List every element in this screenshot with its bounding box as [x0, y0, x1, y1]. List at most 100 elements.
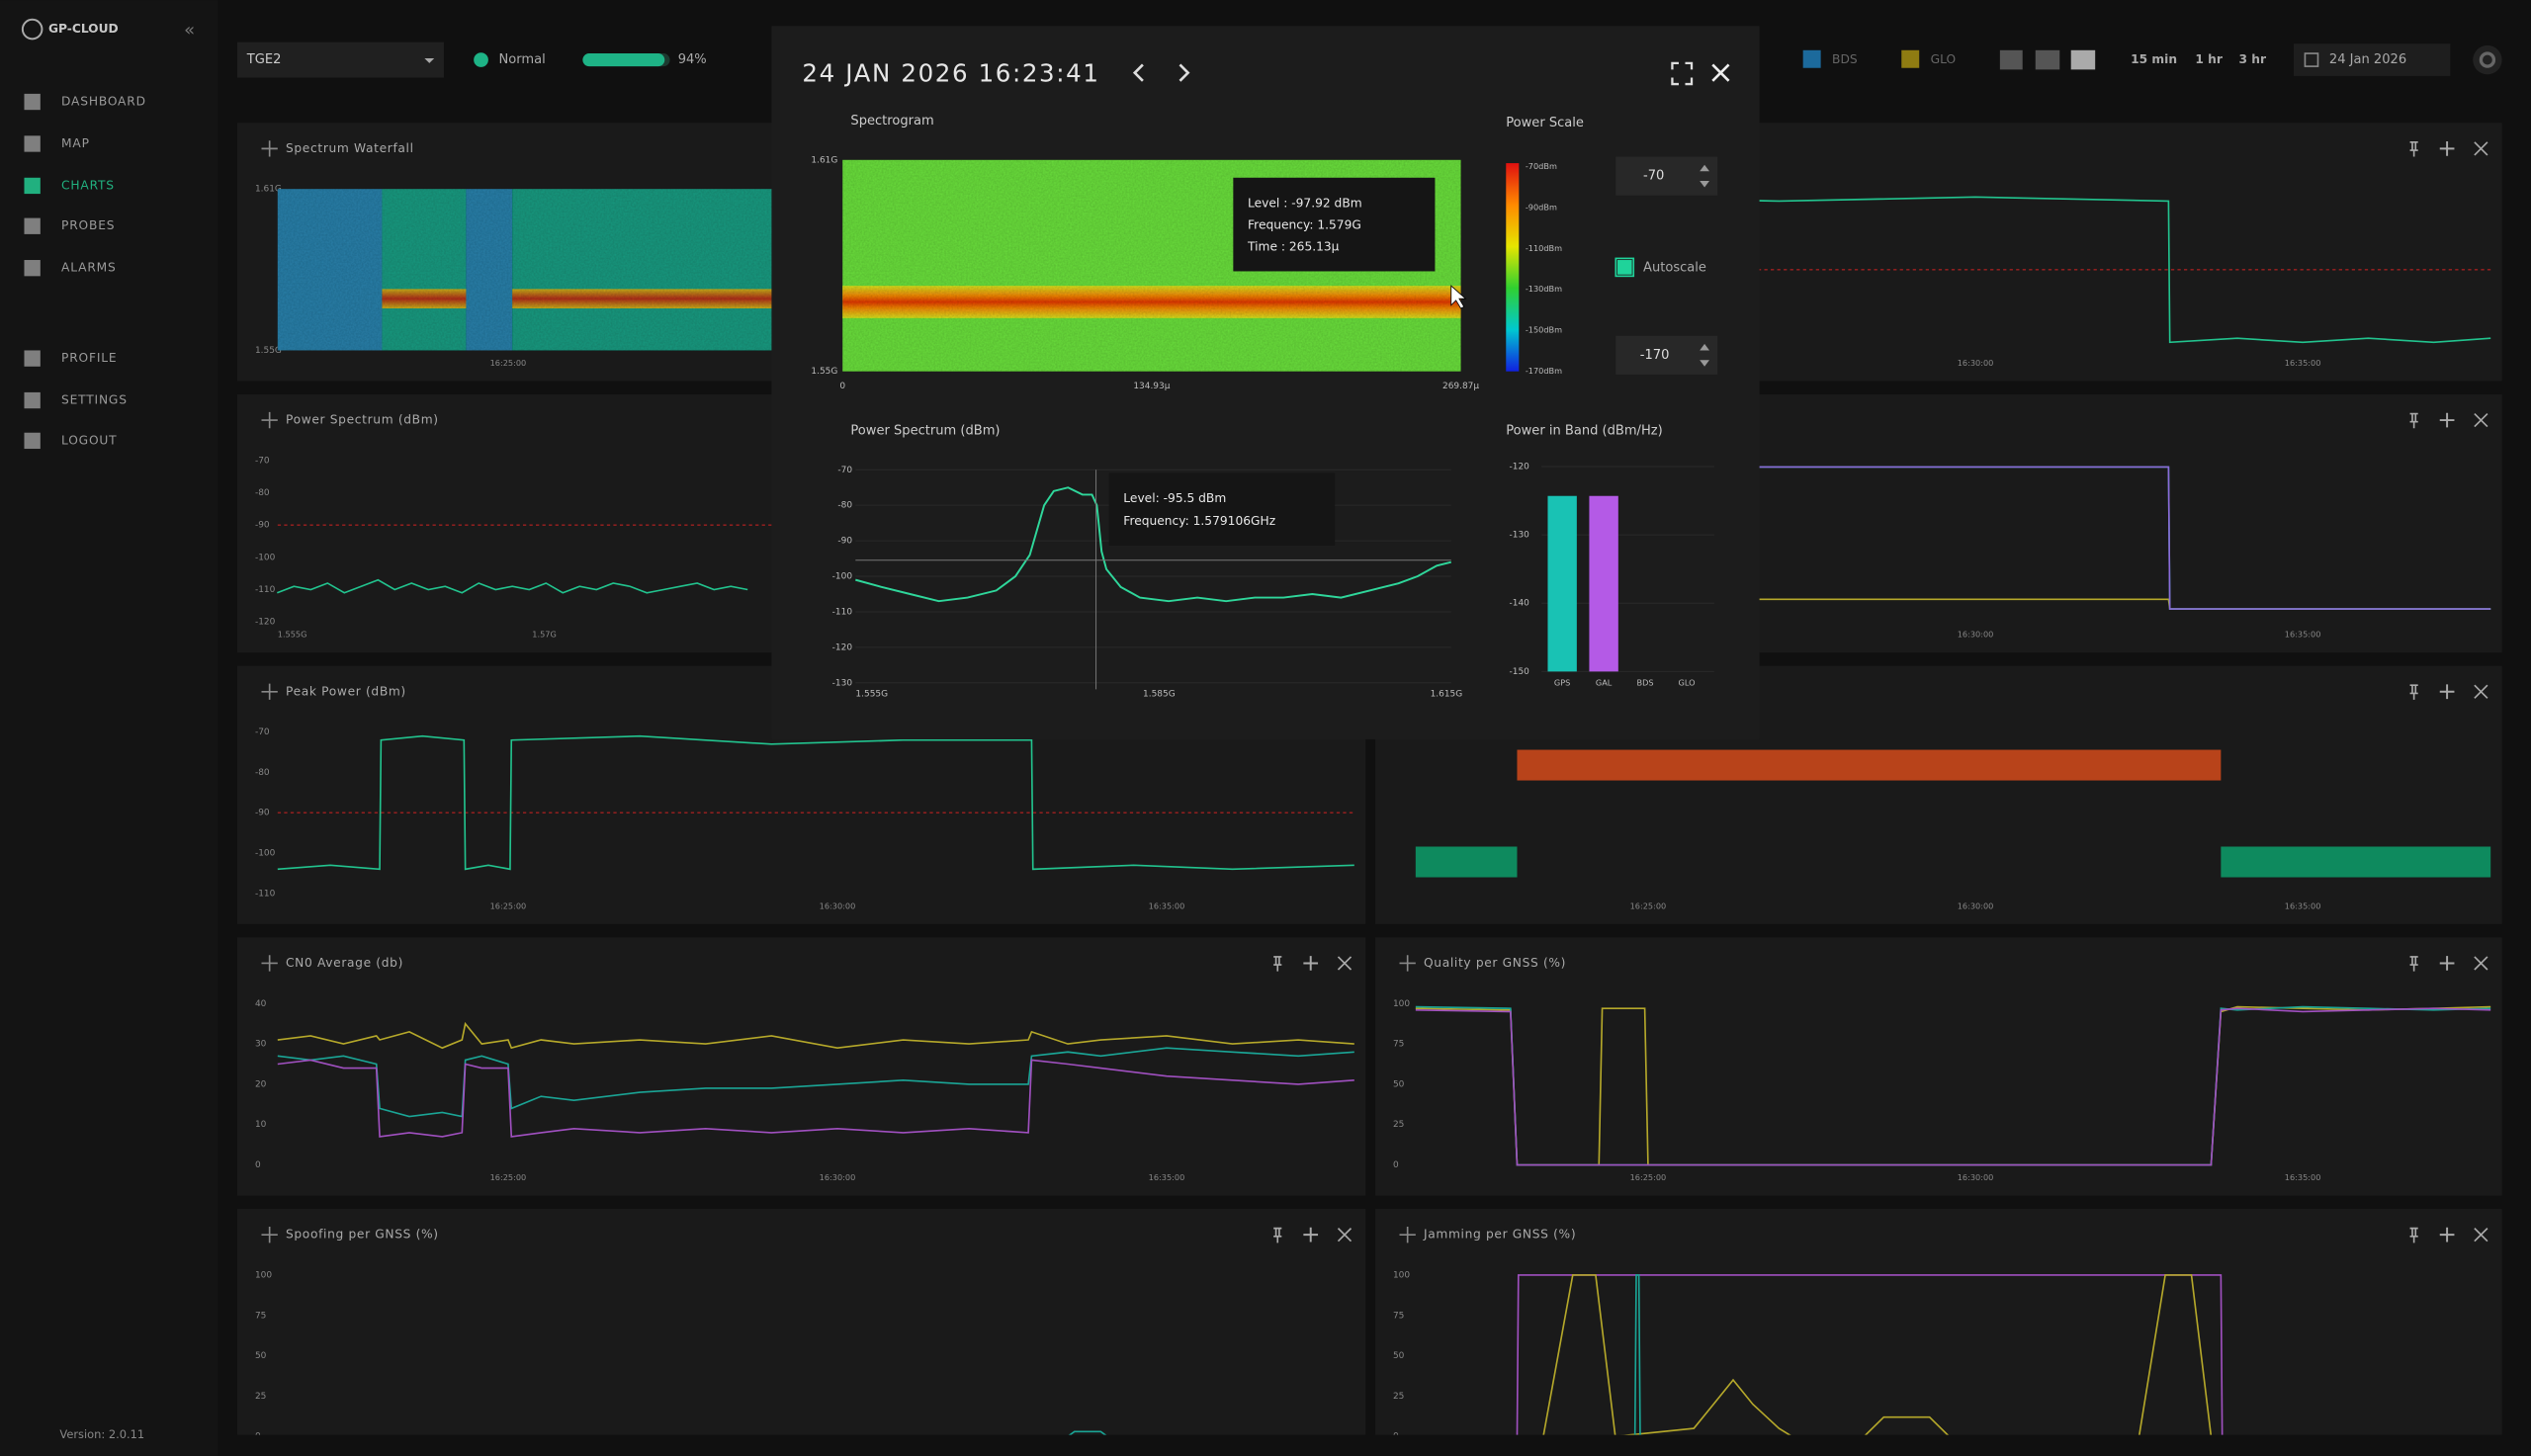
y-tick-label: 25	[1393, 1392, 1404, 1402]
drag-handle[interactable]	[261, 955, 278, 972]
y-tick-label: -100	[255, 849, 276, 859]
series-line	[277, 734, 1354, 871]
spectrogram-band	[842, 286, 1461, 318]
legend-label[interactable]: BDS	[1832, 52, 1858, 66]
min-input[interactable]	[1615, 335, 1718, 375]
crosshair	[855, 470, 1451, 690]
nav-item[interactable]: ALARMS	[61, 261, 117, 275]
panel-title: Spoofing per GNSS (%)	[286, 1228, 439, 1242]
level-label: 94%	[678, 52, 707, 67]
autoscale-check	[1616, 260, 1632, 275]
remove-button[interactable]	[2474, 412, 2488, 428]
pin-button[interactable]	[2409, 684, 2418, 700]
nav-item[interactable]: DASHBOARD	[61, 95, 146, 109]
remove-button[interactable]	[2474, 956, 2488, 971]
drag-handle[interactable]	[261, 683, 278, 700]
x-tick-label: 1.555G	[855, 690, 888, 700]
remove-button[interactable]	[2474, 141, 2488, 156]
panel: Spoofing per GNSS (%) 0 25 50 75 100	[237, 1209, 1366, 1435]
view-icons[interactable]	[1999, 49, 2096, 70]
y-tick-label: 75	[1393, 1040, 1404, 1050]
x-tick-label: GPS	[1554, 677, 1570, 687]
waterfall-band	[382, 289, 467, 309]
nav-item[interactable]: LOGOUT	[61, 433, 117, 447]
settings-button[interactable]	[2473, 44, 2502, 75]
scale-label: -150dBm	[1526, 325, 1562, 335]
y-tick-label: -80	[255, 488, 270, 498]
add-button[interactable]	[2439, 141, 2455, 156]
collapse[interactable]: «	[184, 20, 195, 41]
remove-button[interactable]	[1337, 956, 1353, 971]
drag-handle[interactable]	[261, 140, 278, 157]
x-tick-label: 16:25:00	[490, 900, 527, 910]
logo-icon	[21, 18, 44, 41]
nav-item[interactable]: MAP	[61, 136, 90, 150]
probe-select[interactable]	[237, 42, 444, 78]
legend-swatch	[1802, 49, 1821, 68]
y-tick-label: 30	[255, 1040, 267, 1050]
remove-button[interactable]	[2474, 684, 2488, 699]
plot: 0 10 20 30 40 16:25:00 16:30:00 16:35:00	[255, 999, 1354, 1182]
pin-button[interactable]	[1273, 1227, 1282, 1243]
y-tick-label: 50	[255, 1351, 267, 1361]
y-tick-label: -70	[837, 466, 852, 475]
autoscale-label: Autoscale	[1643, 261, 1706, 276]
drag-handle[interactable]	[261, 411, 278, 429]
remove-button[interactable]	[1337, 1228, 1353, 1242]
drag-handle[interactable]	[1399, 1226, 1416, 1243]
add-button[interactable]	[2439, 1227, 2455, 1242]
nav-item[interactable]: SETTINGS	[61, 393, 128, 407]
y-tick-label: -110	[832, 607, 853, 617]
min-spinner[interactable]	[1700, 343, 1709, 367]
next-button[interactable]	[1178, 63, 1190, 82]
status: Normal	[498, 52, 545, 67]
prev-button[interactable]	[1132, 63, 1144, 82]
nav-icon	[24, 135, 41, 152]
nav-icon	[24, 93, 41, 111]
range-option[interactable]: 3 hr	[2238, 52, 2266, 66]
drag-handle[interactable]	[1399, 955, 1416, 972]
version: Version: 2.0.11	[59, 1427, 144, 1441]
range-option[interactable]: 15 min	[2131, 52, 2177, 66]
fullscreen-button[interactable]	[1671, 61, 1694, 86]
tooltip-line: Frequency: 1.579G	[1248, 217, 1361, 231]
range-option[interactable]: 1 hr	[2195, 52, 2223, 66]
add-button[interactable]	[2439, 956, 2455, 971]
topbar: TGE2 Normal 94% 24 Jan 2026 BDS GLO 15 min…	[237, 42, 2502, 78]
series-line	[1068, 1430, 1107, 1435]
y-tick-label: -120	[255, 618, 276, 628]
pin-button[interactable]	[2409, 1227, 2418, 1243]
series-line	[277, 1047, 1354, 1118]
nav-item[interactable]: PROBES	[61, 218, 115, 232]
pin-button[interactable]	[2409, 956, 2418, 972]
remove-button[interactable]	[2474, 1228, 2488, 1242]
pin-button[interactable]	[2409, 141, 2418, 157]
add-button[interactable]	[2439, 684, 2455, 700]
pin-button[interactable]	[1273, 956, 1282, 972]
date-box[interactable]	[2294, 43, 2451, 76]
autoscale-checkbox[interactable]	[1615, 257, 1635, 278]
pin-button[interactable]	[2409, 412, 2418, 429]
add-button[interactable]	[1303, 1227, 1319, 1242]
nav-icon	[24, 217, 41, 234]
nav-item[interactable]: CHARTS	[61, 178, 115, 192]
close-button[interactable]	[1711, 63, 1730, 82]
timeline-segment	[1517, 749, 2222, 781]
add-button[interactable]	[2439, 412, 2455, 428]
level-bar	[582, 53, 665, 67]
scale-label: -70dBm	[1526, 161, 1557, 171]
y-tick-label: -100	[832, 572, 853, 582]
panel-bg	[237, 1209, 1366, 1435]
y-tick-label: -120	[1510, 463, 1530, 472]
nav-item[interactable]: PROFILE	[61, 351, 117, 365]
max-input[interactable]	[1615, 156, 1718, 196]
min-value: -170	[1640, 348, 1670, 363]
date: 24 Jan 2026	[2329, 52, 2406, 67]
y-tick-label: -80	[837, 501, 852, 511]
drag-handle[interactable]	[261, 1226, 278, 1243]
add-button[interactable]	[1303, 956, 1319, 971]
legend-label[interactable]: GLO	[1931, 52, 1957, 66]
x-tick-label: 0	[839, 382, 845, 391]
max-spinner[interactable]	[1700, 164, 1709, 188]
